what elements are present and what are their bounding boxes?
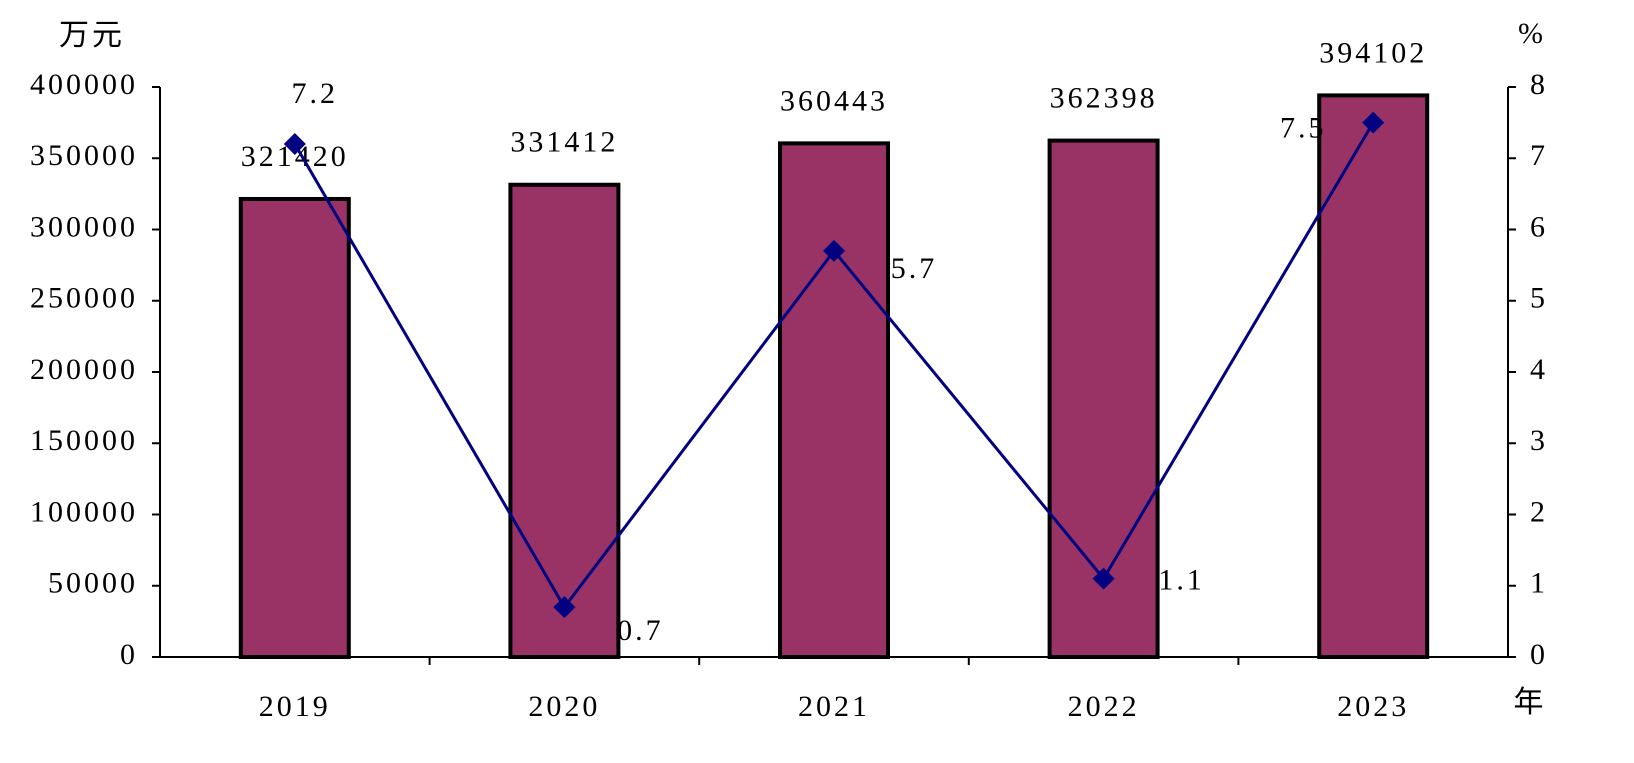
line-marker — [553, 596, 576, 619]
line-value-label: 5.7 — [891, 252, 938, 285]
x-tick-label: 2019 — [259, 690, 331, 723]
y2-tick-label: 7 — [1530, 139, 1548, 172]
bar-value-label: 362398 — [1050, 81, 1158, 114]
y2-tick-label: 2 — [1530, 495, 1548, 528]
y2-tick-label: 5 — [1530, 282, 1548, 315]
y2-tick-label: 8 — [1530, 68, 1548, 101]
x-tick-label: 2021 — [798, 690, 870, 723]
y2-tick-label: 0 — [1530, 638, 1548, 671]
line-marker — [1092, 567, 1115, 590]
y-tick-label: 150000 — [30, 424, 138, 457]
line-marker — [283, 133, 306, 155]
y-tick-label: 200000 — [30, 353, 138, 386]
y-tick-label: 100000 — [30, 495, 138, 528]
y-tick-label: 250000 — [30, 282, 138, 315]
bar-value-label: 331412 — [510, 126, 618, 159]
y-tick-label: 50000 — [48, 567, 138, 600]
x-tick-label: 2023 — [1337, 690, 1409, 723]
line-value-label: 7.5 — [1280, 112, 1327, 145]
y2-axis-label: % — [1518, 17, 1546, 50]
x-axis-label: 年 — [1514, 686, 1547, 719]
bar — [1317, 93, 1430, 659]
bar — [778, 141, 890, 660]
y-tick-label: 0 — [120, 638, 138, 671]
line-value-label: 7.2 — [292, 77, 339, 110]
x-tick-label: 2020 — [528, 690, 600, 723]
line-value-label: 0.7 — [617, 614, 664, 647]
y2-tick-label: 1 — [1530, 567, 1548, 600]
y2-tick-label: 6 — [1530, 210, 1548, 243]
y2-tick-label: 3 — [1530, 424, 1548, 457]
line-marker — [823, 239, 845, 262]
bar — [238, 196, 351, 659]
y-tick-label: 300000 — [30, 210, 138, 243]
bar — [508, 182, 621, 659]
y-tick-label: 350000 — [30, 139, 138, 172]
x-tick-label: 2022 — [1068, 690, 1140, 723]
bar-value-label: 394102 — [1319, 36, 1427, 69]
y-tick-label: 400000 — [30, 68, 138, 101]
y-axis-label: 万元 — [59, 19, 125, 52]
line-marker — [1362, 111, 1385, 134]
bar-value-label: 360443 — [780, 84, 888, 117]
y2-tick-label: 4 — [1530, 353, 1548, 386]
line-value-label: 1.1 — [1158, 564, 1205, 597]
